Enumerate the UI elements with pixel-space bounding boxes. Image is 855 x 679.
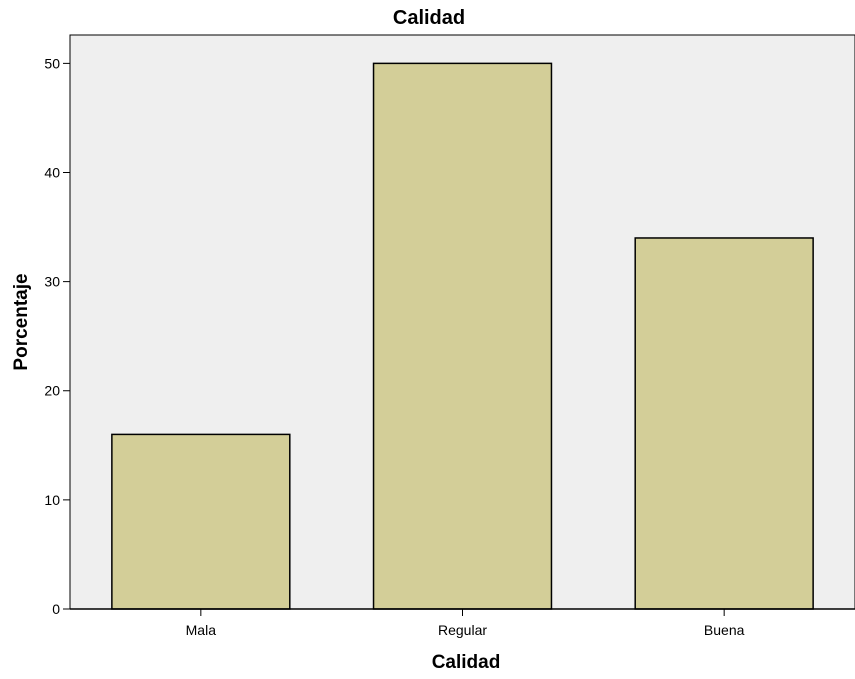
bar-regular [372, 62, 553, 610]
y-tick-label: 20 [44, 383, 60, 399]
x-tick-label-regular: Regular [438, 622, 487, 638]
x-tick-label-mala: Mala [186, 622, 217, 638]
bar-buena [634, 237, 814, 610]
chart-title: Calidad [393, 7, 465, 29]
x-axis-ticks: Mala Regular Buena [186, 609, 745, 638]
x-tick-label-buena: Buena [704, 622, 745, 638]
y-tick-label: 50 [44, 55, 60, 71]
y-tick-label: 30 [44, 274, 60, 290]
y-tick-label: 40 [44, 164, 60, 180]
y-axis-ticks: 0 10 20 30 40 50 [44, 55, 70, 617]
y-tick-label: 0 [52, 601, 60, 617]
x-axis-title: Calidad [432, 652, 501, 673]
y-axis-title: Porcentaje [11, 273, 32, 370]
bar-mala [111, 433, 291, 610]
y-tick-label: 10 [44, 492, 60, 508]
